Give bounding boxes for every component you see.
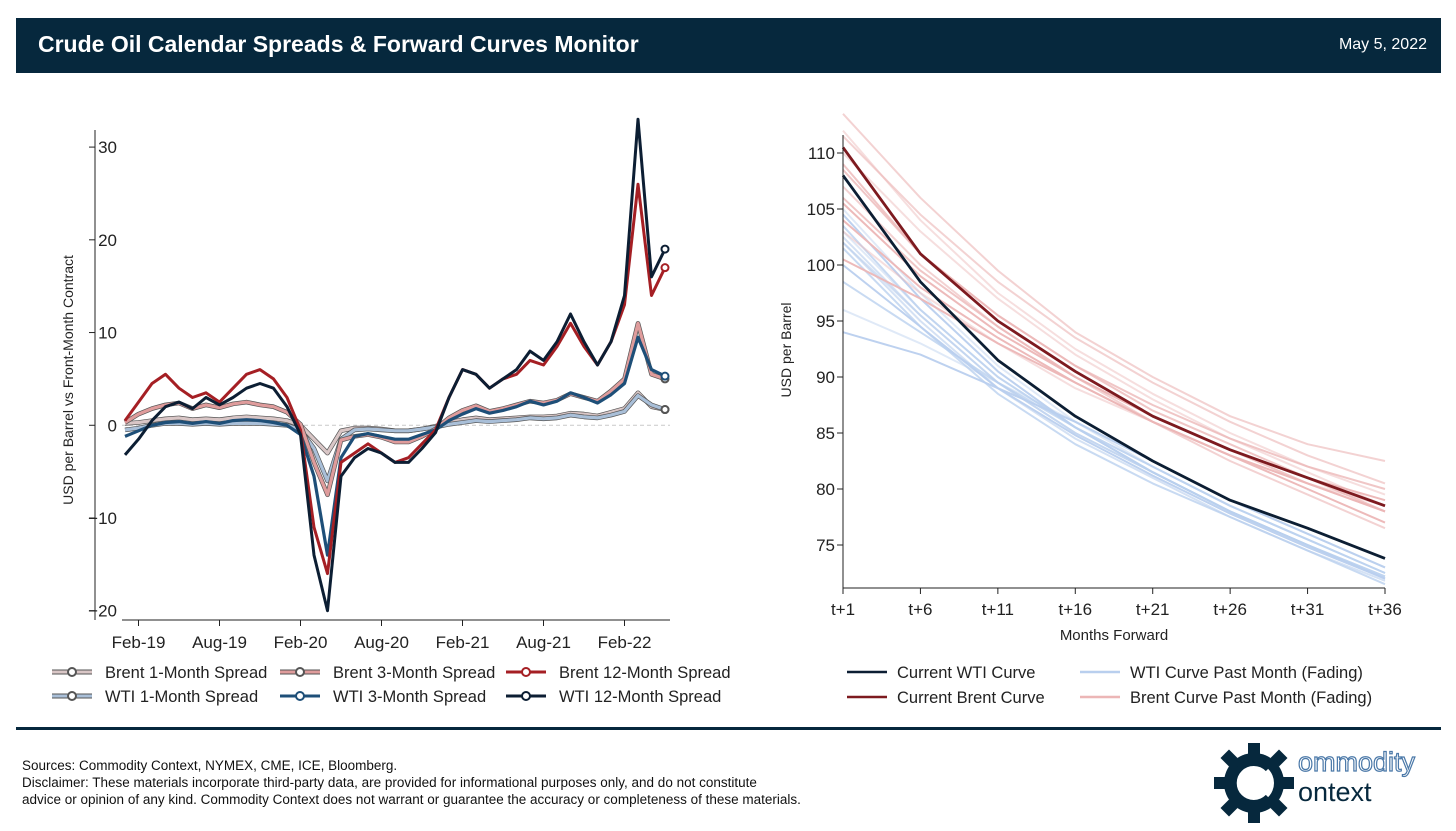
brent-past-curve xyxy=(842,152,1386,507)
legend-label-wti-12-month-spread: WTI 12-Month Spread xyxy=(559,688,721,706)
gear-icon xyxy=(1214,743,1294,823)
footer-divider xyxy=(16,727,1441,730)
x-tick-label: Feb-22 xyxy=(598,633,652,652)
footer: Sources: Commodity Context, NYMEX, CME, … xyxy=(22,757,801,808)
x-axis-label: Months Forward xyxy=(1060,627,1168,644)
logo-line-1: ommodity xyxy=(1298,747,1416,777)
y-tick-label: 20 xyxy=(98,231,117,250)
legend-label-wti-curve-past-month-fading-: WTI Curve Past Month (Fading) xyxy=(1130,664,1363,682)
wti-12-month-spread-end-marker xyxy=(660,244,670,254)
legend-marker xyxy=(67,667,77,677)
y-axis-label: USD per Barrel vs Front-Month Contract xyxy=(60,255,76,505)
wti-past-curve xyxy=(842,264,1386,580)
legend-label-brent-3-month-spread: Brent 3-Month Spread xyxy=(333,664,495,682)
legend-label-wti-1-month-spread: WTI 1-Month Spread xyxy=(105,688,258,706)
disclaimer-text-1: Disclaimer: These materials incorporate … xyxy=(22,775,757,790)
y-tick-label: 80 xyxy=(816,480,835,499)
left-axes: −20 −10 0 10 20 30 USD per Barrel vs Front-Mon… xyxy=(60,130,670,652)
wti-3-month-spread-end-marker xyxy=(660,371,670,381)
legend-label-current-brent-curve: Current Brent Curve xyxy=(897,689,1045,707)
brent-12-month-spread-end-marker xyxy=(660,263,670,273)
legend-label-brent-curve-past-month-fading-: Brent Curve Past Month (Fading) xyxy=(1130,689,1372,707)
legend-marker xyxy=(295,691,305,701)
legend-marker xyxy=(295,667,305,677)
wti-past-curve xyxy=(842,280,1386,574)
y-axis-label: USD per Barrel xyxy=(778,303,794,398)
x-tick-label: t+26 xyxy=(1213,600,1247,619)
y-tick-label: 30 xyxy=(98,138,117,157)
left-series-lines xyxy=(123,117,670,613)
x-tick-label: Feb-21 xyxy=(436,633,490,652)
current-wti-curve xyxy=(841,174,1386,560)
logo-line-2: ontext xyxy=(1298,777,1372,807)
wti-3-month-spread-line xyxy=(124,335,666,557)
brent-past-curve xyxy=(842,258,1386,513)
brent-past-curve xyxy=(842,169,1386,513)
y-tick-label: −10 xyxy=(88,509,117,528)
x-tick-label: Aug-21 xyxy=(516,633,571,652)
wti-past-curve xyxy=(842,241,1386,582)
calendar-spreads-chart: −20 −10 0 10 20 30 USD per Barrel vs Front-Mon… xyxy=(52,117,731,706)
current-brent-curve xyxy=(841,146,1386,508)
y-tick-label: 75 xyxy=(816,536,835,555)
x-tick-label: Aug-19 xyxy=(192,633,247,652)
right-series-lines xyxy=(841,113,1386,586)
brent-12-month-spread-line xyxy=(123,182,667,576)
x-tick-label: t+1 xyxy=(831,600,855,619)
brent-past-curve xyxy=(842,113,1386,462)
legend-label-current-wti-curve: Current WTI Curve xyxy=(897,664,1035,682)
y-tick-label: 105 xyxy=(807,200,835,219)
y-tick-label: 85 xyxy=(816,424,835,443)
legend-label-wti-3-month-spread: WTI 3-Month Spread xyxy=(333,688,486,706)
wti-past-curve xyxy=(842,208,1386,574)
brent-past-curve xyxy=(842,185,1386,530)
disclaimer-text-2: advice or opinion of any kind. Commodity… xyxy=(22,792,801,807)
left-legend: Brent 1-Month Spread Brent 3-Month Spread… xyxy=(52,664,731,706)
y-tick-label: 110 xyxy=(808,144,835,163)
legend-label-brent-12-month-spread: Brent 12-Month Spread xyxy=(559,664,731,682)
x-tick-label: t+16 xyxy=(1059,600,1093,619)
x-tick-label: t+36 xyxy=(1368,600,1402,619)
y-tick-label: 100 xyxy=(807,256,835,275)
forward-curves-chart: 75 80 85 90 95 100 105 110 USD per Barrel t+1 t+6 t… xyxy=(778,113,1402,707)
report-date: May 5, 2022 xyxy=(1338,36,1427,53)
page-title: Crude Oil Calendar Spreads & Forward Cur… xyxy=(38,31,639,57)
y-tick-label: 90 xyxy=(816,368,835,387)
wti-12-month-spread-line xyxy=(123,117,667,613)
wti-past-curve xyxy=(842,308,1386,569)
legend-marker xyxy=(521,667,531,677)
y-tick-label: 0 xyxy=(108,416,117,435)
wti-past-curve xyxy=(842,247,1386,586)
y-tick-label: 95 xyxy=(816,312,835,331)
x-tick-label: Aug-20 xyxy=(354,633,409,652)
right-legend: Current WTI Curve WTI Curve Past Month (F… xyxy=(847,664,1372,707)
sources-text: Sources: Commodity Context, NYMEX, CME, … xyxy=(22,758,398,773)
wti-1-month-spread-end-marker xyxy=(660,405,670,415)
x-tick-label: t+6 xyxy=(908,600,932,619)
legend-marker xyxy=(67,691,77,701)
right-axes: 75 80 85 90 95 100 105 110 USD per Barrel t+1 t+6 t… xyxy=(778,135,1402,644)
y-tick-label: 10 xyxy=(98,324,117,343)
commodity-context-logo: ommodity ontext xyxy=(1214,743,1416,823)
x-tick-label: t+21 xyxy=(1136,600,1170,619)
x-tick-label: Feb-19 xyxy=(112,633,166,652)
header-bar: Crude Oil Calendar Spreads & Forward Cur… xyxy=(16,18,1441,73)
wti-past-curve xyxy=(842,331,1386,569)
legend-marker xyxy=(521,691,531,701)
x-tick-label: t+11 xyxy=(982,600,1014,619)
y-tick-label: −20 xyxy=(88,602,117,621)
x-tick-label: Feb-20 xyxy=(274,633,328,652)
x-tick-label: t+31 xyxy=(1291,600,1325,619)
brent-past-curve xyxy=(842,135,1386,485)
legend-label-brent-1-month-spread: Brent 1-Month Spread xyxy=(105,664,267,682)
wti-past-curve xyxy=(842,225,1386,578)
